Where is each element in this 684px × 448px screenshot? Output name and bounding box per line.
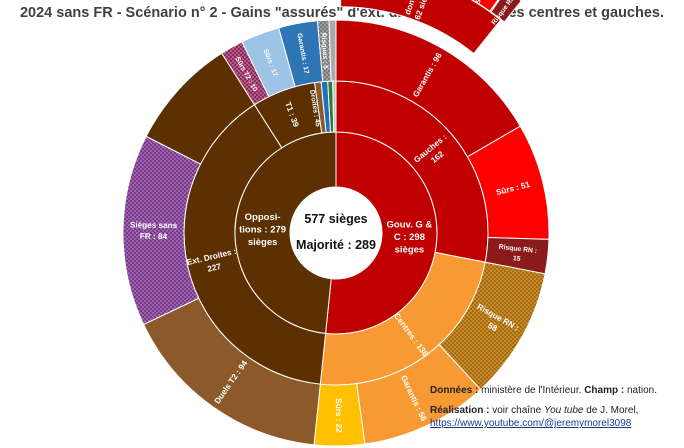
center-majority: Majorité : 289 xyxy=(296,238,376,252)
segment-label-ring3-12: Risque RN :15 xyxy=(497,244,537,265)
credits-block: Données : ministère de l'Intérieur. Cham… xyxy=(430,384,680,431)
segment-label-ring3-15: Sûrs : 22 xyxy=(334,398,344,433)
credits-author: Réalisation : voir chaîne You tube de J.… xyxy=(430,404,639,416)
segment-ring3-23 xyxy=(328,19,337,82)
segment-ring4-24 xyxy=(340,0,502,55)
segment-ring2-9 xyxy=(332,80,337,133)
credits-source: Données : ministère de l'Intérieur. Cham… xyxy=(430,385,658,396)
center-disc xyxy=(290,187,382,279)
credits-link[interactable]: https://www.youtube.com/@jeremymorel3098 xyxy=(430,418,632,429)
segment-label-ring1-0: Gouv. G & C : 298 sièges xyxy=(387,220,433,256)
center-total: 577 sièges xyxy=(304,212,367,226)
segment-ring5-26 xyxy=(471,0,499,12)
segment-label-ring3-17: Sièges sansFR : 84 xyxy=(130,220,178,241)
segment-ring5-27 xyxy=(490,0,522,23)
segment-label-ring1-1: Opposi-tions : 279 sièges xyxy=(239,212,286,248)
segment-label-ring3-22: Risques : 5 xyxy=(320,33,329,70)
